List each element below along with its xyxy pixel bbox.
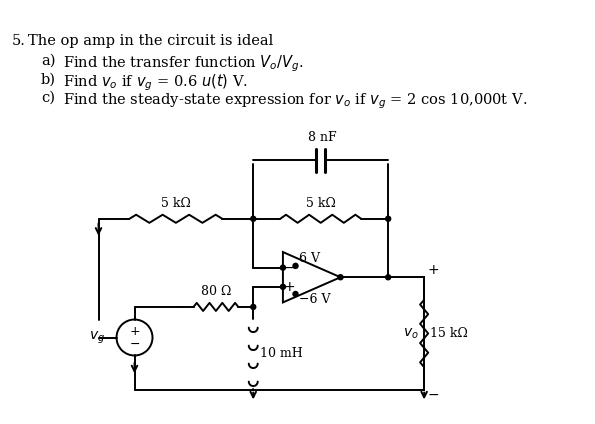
Circle shape [386,216,391,221]
Text: 5 kΩ: 5 kΩ [161,197,191,210]
Text: Find the transfer function $V_o/V_g$.: Find the transfer function $V_o/V_g$. [62,53,303,74]
Circle shape [280,285,286,289]
Text: 5.: 5. [12,34,26,48]
Text: a): a) [41,53,55,67]
Text: +: + [129,325,140,338]
Text: 5 kΩ: 5 kΩ [306,197,336,210]
Text: The op amp in the circuit is ideal: The op amp in the circuit is ideal [29,34,274,48]
Text: Find $v_o$ if $v_g$ = 0.6 $u(t)$ V.: Find $v_o$ if $v_g$ = 0.6 $u(t)$ V. [62,72,248,93]
Circle shape [293,291,298,296]
Text: −6 V: −6 V [299,293,331,306]
Text: −: − [283,261,295,275]
Text: 10 mH: 10 mH [261,347,303,360]
Circle shape [338,275,343,280]
Circle shape [293,263,298,268]
Circle shape [250,304,256,310]
Circle shape [280,265,286,270]
Text: 15 kΩ: 15 kΩ [430,327,468,340]
Text: $v_g$: $v_g$ [89,329,105,346]
Circle shape [250,216,256,221]
Text: −: − [129,338,140,351]
Text: −: − [428,388,439,402]
Text: 8 nF: 8 nF [308,131,337,144]
Text: 6 V: 6 V [299,252,320,265]
Text: Find the steady-state expression for $v_o$ if $v_g$ = 2 cos 10,000t V.: Find the steady-state expression for $v_… [62,91,527,111]
Text: +: + [428,263,439,277]
Text: b): b) [41,72,56,86]
Text: +: + [283,280,295,294]
Text: c): c) [41,91,55,105]
Text: 80 Ω: 80 Ω [201,285,231,298]
Text: $v_o$: $v_o$ [403,326,419,340]
Circle shape [386,275,391,280]
